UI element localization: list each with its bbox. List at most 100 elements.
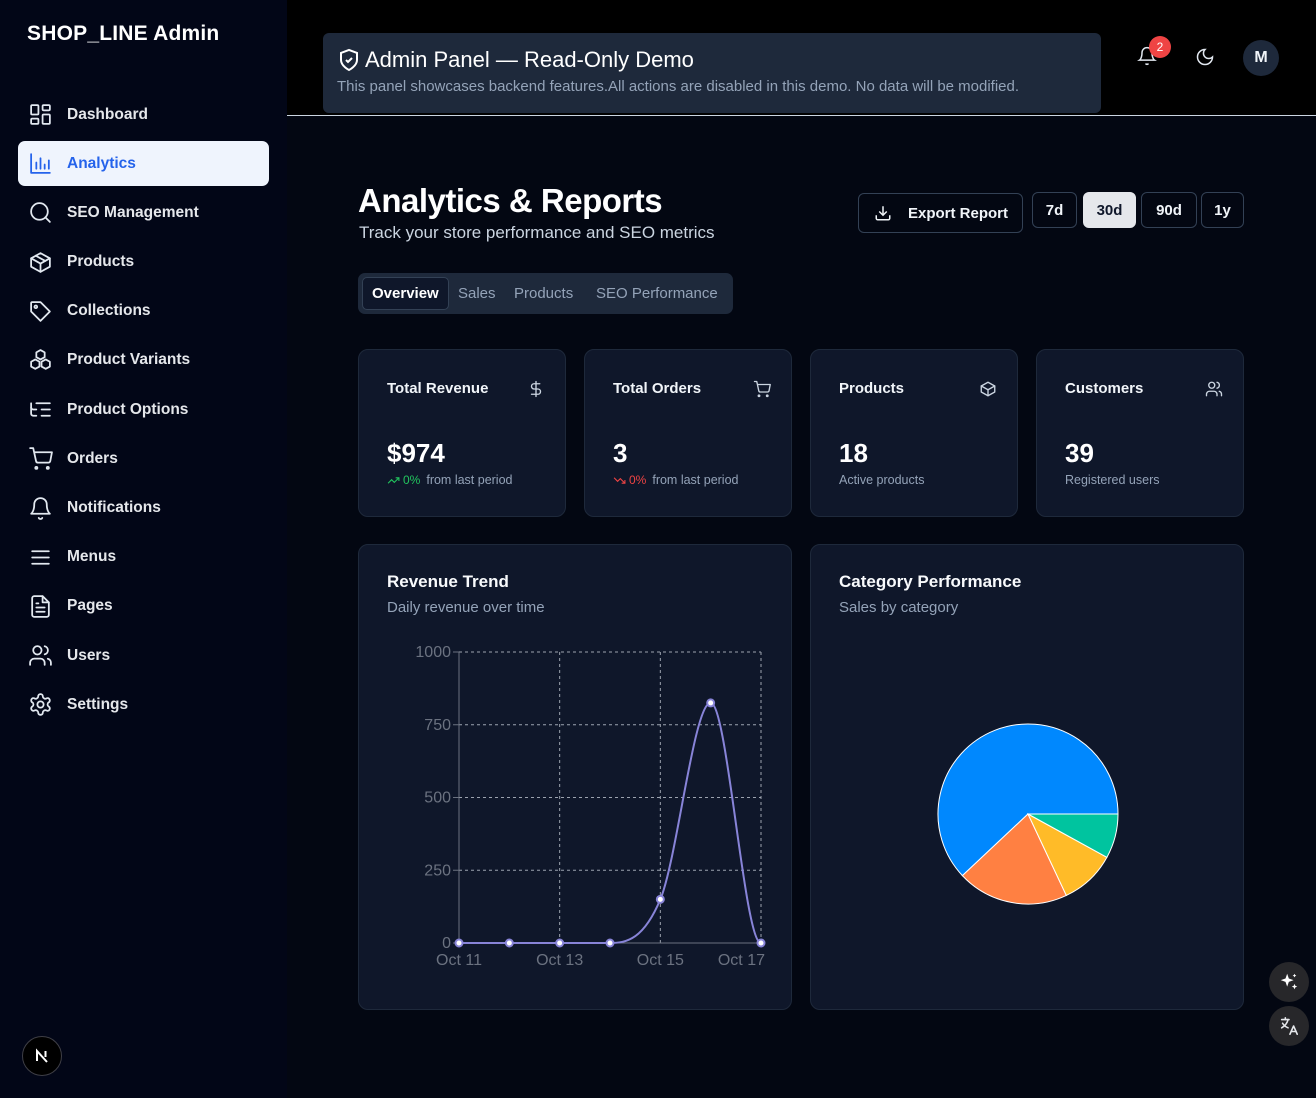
users-icon <box>1205 380 1223 398</box>
ai-assistant-button[interactable] <box>1269 962 1309 1002</box>
shield-check-icon <box>340 48 358 72</box>
data-point <box>756 938 766 948</box>
chart-subtitle: Sales by category <box>839 599 959 616</box>
stat-card-total-orders: Total Orders 3 0% from last period <box>584 349 792 517</box>
trend-value: 0% <box>629 473 647 487</box>
cart-icon <box>753 380 771 398</box>
page-title: Analytics & Reports <box>358 182 663 219</box>
sidebar: SHOP_LINE Admin Dashboard Analytics SEO … <box>0 0 287 1098</box>
sidebar-item-settings[interactable]: Settings <box>18 682 269 727</box>
translate-icon <box>1280 1016 1299 1036</box>
stat-note: Active products <box>839 473 925 487</box>
moon-icon <box>1196 48 1214 66</box>
avatar[interactable]: M <box>1243 40 1279 76</box>
banner-title-text: Admin Panel — Read-Only Demo <box>365 47 694 72</box>
sidebar-item-users[interactable]: Users <box>18 633 269 678</box>
x-tick-label: Oct 15 <box>637 952 684 969</box>
chart-subtitle: Daily revenue over time <box>387 599 545 616</box>
bell-icon <box>28 496 53 521</box>
tab-seo-performance[interactable]: SEO Performance <box>596 285 718 302</box>
tab-sales[interactable]: Sales <box>458 285 496 302</box>
data-point <box>454 938 464 948</box>
stat-label: Customers <box>1065 380 1144 397</box>
revenue-line-chart: 0 250 500 750 1000 Oct 11 Oct 13 Oct 15 Oct 17 <box>415 644 766 969</box>
boxes-icon <box>28 348 53 373</box>
chart-grid <box>453 651 762 944</box>
stat-label: Total Revenue <box>387 380 489 397</box>
sidebar-item-analytics[interactable]: Analytics <box>18 141 269 187</box>
stat-note: 0% from last period <box>613 473 739 487</box>
box-icon <box>28 250 53 275</box>
x-tick-label: Oct 13 <box>536 952 583 969</box>
sidebar-item-orders[interactable]: Orders <box>18 436 269 481</box>
sidebar-item-product-variants[interactable]: Product Variants <box>18 338 269 383</box>
data-point <box>555 938 565 948</box>
tab-overview[interactable]: Overview <box>362 277 449 310</box>
range-7d-button[interactable]: 7d <box>1032 192 1077 228</box>
data-point <box>605 938 615 948</box>
banner-title: Admin Panel — Read-Only Demo <box>337 47 1101 73</box>
revenue-series-line <box>459 701 762 944</box>
sidebar-item-label: Products <box>67 253 135 271</box>
trending-down-icon <box>613 476 626 484</box>
sidebar-item-label: Analytics <box>67 154 136 172</box>
x-tick-label: Oct 11 <box>436 952 482 969</box>
sidebar-item-seo-management[interactable]: SEO Management <box>18 190 269 235</box>
sparkles-icon <box>1280 973 1298 990</box>
trend-down: 0% <box>613 473 646 487</box>
translate-button[interactable] <box>1269 1006 1309 1046</box>
range-1y-button[interactable]: 1y <box>1201 192 1244 228</box>
page-subtitle: Track your store performance and SEO met… <box>359 223 715 242</box>
pie-slice <box>1027 813 1119 859</box>
sidebar-item-pages[interactable]: Pages <box>18 584 269 629</box>
notification-count-badge: 2 <box>1149 36 1171 58</box>
stat-note-text: from last period <box>652 473 739 487</box>
category-pie-chart <box>937 723 1119 905</box>
pie-slice <box>937 723 1119 877</box>
sidebar-item-label: Product Variants <box>67 351 191 369</box>
tab-products[interactable]: Products <box>514 285 574 302</box>
x-tick-label: Oct 17 <box>718 952 765 969</box>
range-90d-button[interactable]: 90d <box>1141 192 1197 228</box>
banner-subtitle: This panel showcases backend features.Al… <box>337 78 1020 95</box>
sidebar-item-dashboard[interactable]: Dashboard <box>18 92 269 137</box>
dashboard-icon <box>28 102 53 127</box>
sidebar-item-label: Users <box>67 646 111 664</box>
data-point <box>504 938 514 948</box>
cart-icon <box>28 446 53 471</box>
trend-value: 0% <box>403 473 421 487</box>
y-tick-label: 0 <box>442 935 451 952</box>
file-icon <box>28 594 53 619</box>
sidebar-item-label: Product Options <box>67 400 189 418</box>
category-performance-card: Category Performance Sales by category <box>810 544 1244 1010</box>
list-tree-icon <box>28 397 53 422</box>
range-30d-button[interactable]: 30d <box>1083 192 1136 228</box>
users-icon <box>28 643 53 668</box>
menu-icon <box>28 545 53 570</box>
dollar-icon <box>527 380 545 398</box>
stat-note: 0% from last period <box>387 473 513 487</box>
notifications-button[interactable] <box>1137 46 1161 70</box>
y-tick-label: 1000 <box>415 644 451 661</box>
stat-value: $974 <box>387 438 445 468</box>
sidebar-item-label: Collections <box>67 302 151 320</box>
stat-value: 18 <box>839 438 868 468</box>
export-report-button[interactable]: Export Report <box>858 193 1023 233</box>
sidebar-item-notifications[interactable]: Notifications <box>18 486 269 531</box>
export-report-label: Export Report <box>908 204 1009 222</box>
next-logo-icon[interactable] <box>22 1036 62 1076</box>
sidebar-item-product-options[interactable]: Product Options <box>18 387 269 432</box>
trend-up: 0% <box>387 473 420 487</box>
theme-toggle-button[interactable] <box>1195 47 1217 69</box>
sidebar-item-label: Menus <box>67 548 117 566</box>
box-icon <box>979 380 997 398</box>
tag-icon <box>28 299 53 324</box>
sidebar-item-label: Notifications <box>67 499 161 516</box>
stat-note: Registered users <box>1065 473 1160 487</box>
gear-icon <box>28 692 53 717</box>
sidebar-item-menus[interactable]: Menus <box>18 535 269 580</box>
sidebar-item-collections[interactable]: Collections <box>18 289 269 334</box>
sidebar-nav: Dashboard Analytics SEO Management Produ… <box>18 92 269 731</box>
sidebar-item-products[interactable]: Products <box>18 240 269 285</box>
analytics-icon <box>28 151 53 176</box>
